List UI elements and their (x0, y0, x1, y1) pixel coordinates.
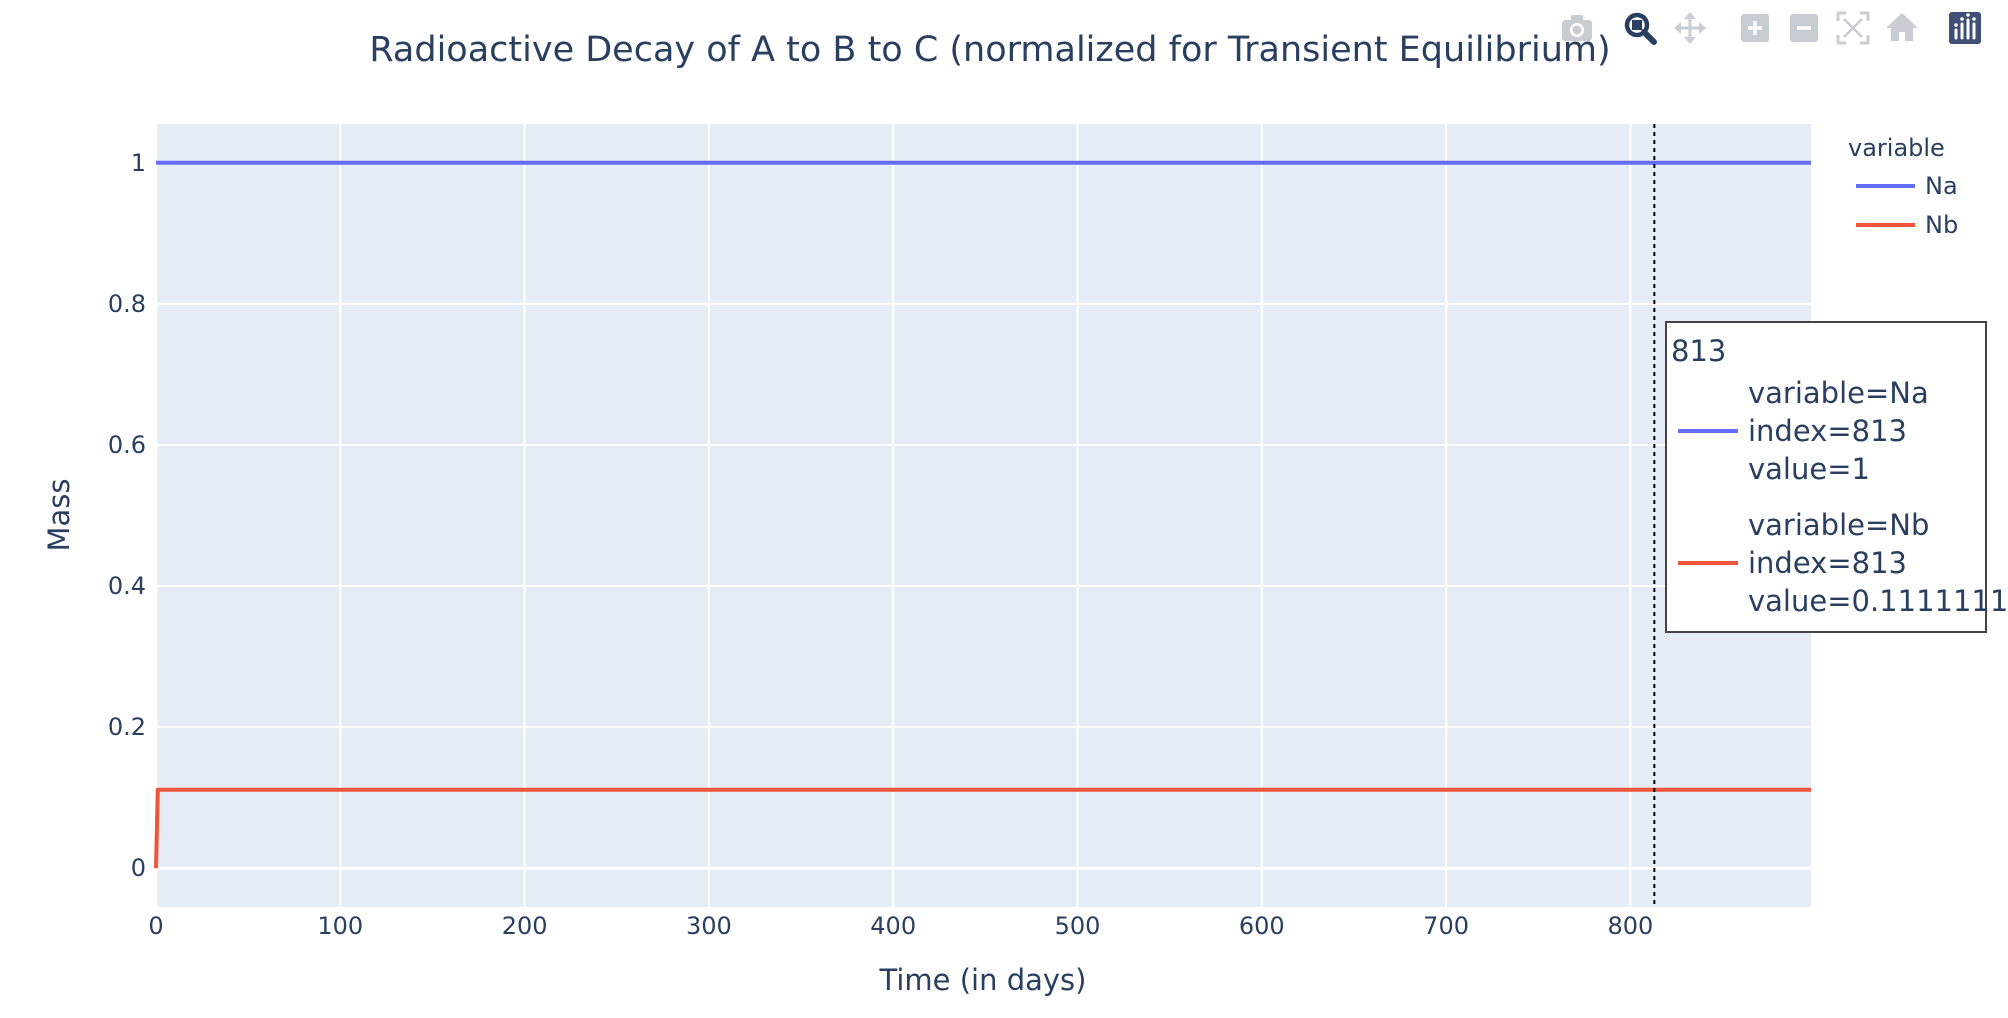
chart-title: Radioactive Decay of A to B to C (normal… (369, 30, 1610, 70)
legend: variable Na Nb (1848, 134, 1958, 239)
y-tick-label: 0.4 (108, 572, 146, 600)
home-icon (1886, 13, 1918, 41)
hover-label: 813 variable=Na index=813 value=1 variable=N… (1665, 321, 2008, 633)
zoom-out-icon (1790, 14, 1818, 42)
y-tick-label: 0.2 (108, 713, 146, 741)
y-tick-label: 0.6 (108, 431, 146, 459)
hover-line: index=813 (1748, 546, 1907, 580)
x-tick-label: 500 (1055, 912, 1101, 940)
autoscale-button[interactable] (1835, 10, 1871, 46)
pan-icon (1674, 12, 1706, 44)
y-axis-title: Mass (42, 478, 76, 551)
series-line-nb[interactable] (154, 787, 1811, 869)
hover-label-box (1665, 321, 1987, 633)
x-tick-label: 200 (502, 912, 548, 940)
legend-item-na[interactable]: Na (1925, 172, 1958, 200)
modebar[interactable] (1559, 10, 1983, 46)
x-axis-ticks: 0 100 200 300 400 500 600 700 800 (148, 912, 1653, 940)
plotly-logo-button[interactable] (1947, 10, 1983, 46)
x-tick-label: 800 (1607, 912, 1653, 940)
zoom-out-button[interactable] (1786, 10, 1822, 46)
zoom-in-icon (1741, 14, 1769, 42)
hover-line: index=813 (1748, 414, 1907, 448)
x-axis-title: Time (in days) (879, 963, 1087, 997)
download-plot-button[interactable] (1559, 10, 1595, 46)
y-axis-ticks: 0 0.2 0.4 0.6 0.8 1 (108, 149, 146, 882)
x-tick-label: 400 (870, 912, 916, 940)
y-tick-label: 0 (131, 854, 146, 882)
x-tick-label: 100 (317, 912, 363, 940)
x-tick-label: 0 (148, 912, 163, 940)
y-tick-label: 0.8 (108, 290, 146, 318)
camera-icon (1562, 15, 1592, 41)
zoom-in-button[interactable] (1737, 10, 1773, 46)
x-tick-label: 700 (1423, 912, 1469, 940)
hover-line: variable=Nb (1748, 508, 1929, 542)
legend-item-nb[interactable]: Nb (1925, 211, 1958, 239)
zoom-button[interactable] (1622, 10, 1658, 46)
x-tick-label: 600 (1239, 912, 1285, 940)
hover-line: value=0.1111111 (1748, 584, 2008, 618)
hover-line: variable=Na (1748, 376, 1929, 410)
reset-axes-button[interactable] (1884, 10, 1920, 46)
x-tick-label: 300 (686, 912, 732, 940)
zoom-icon (1624, 12, 1657, 45)
pan-button[interactable] (1672, 10, 1708, 46)
y-tick-label: 1 (131, 149, 146, 177)
hover-header: 813 (1671, 334, 1726, 368)
series-lines (154, 160, 1811, 869)
autoscale-icon (1836, 11, 1870, 45)
hover-line: value=1 (1748, 452, 1870, 486)
legend-title: variable (1848, 134, 1945, 162)
plot-area[interactable] (156, 124, 1811, 907)
plotly-logo-icon (1949, 12, 1981, 44)
